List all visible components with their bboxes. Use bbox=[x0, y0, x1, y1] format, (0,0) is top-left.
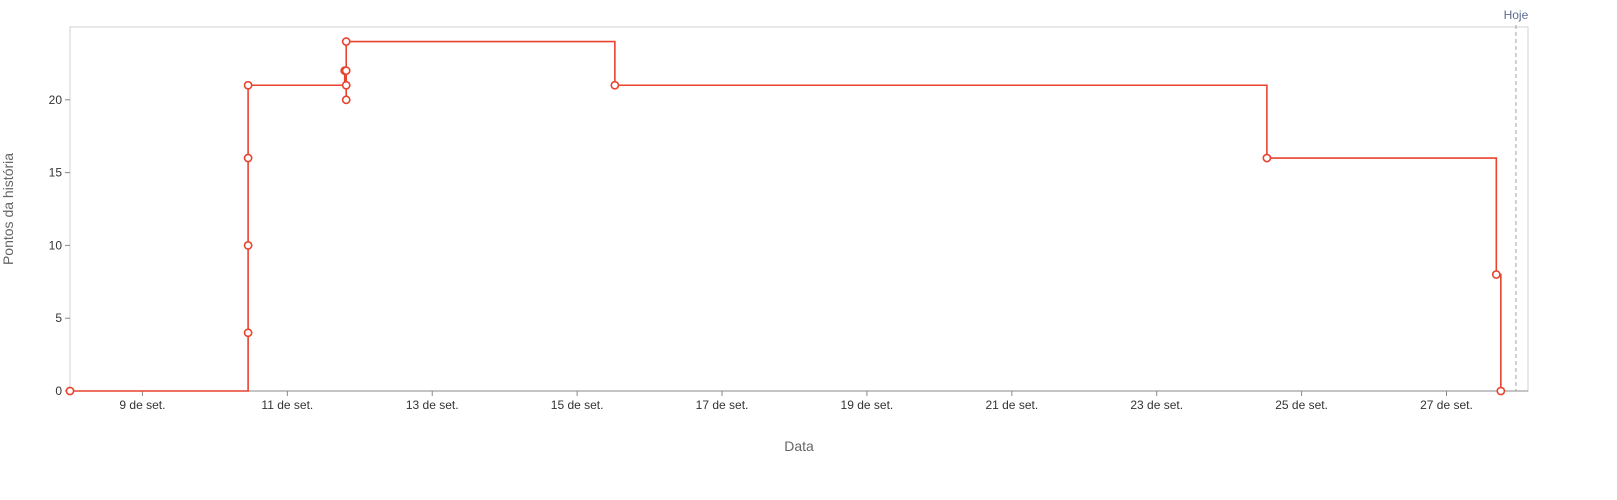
y-tick-label: 5 bbox=[55, 311, 62, 325]
y-tick-label: 15 bbox=[49, 166, 63, 180]
today-label: Hoje bbox=[1504, 8, 1529, 22]
data-point[interactable] bbox=[341, 66, 351, 76]
data-point[interactable] bbox=[341, 80, 351, 90]
data-point[interactable] bbox=[610, 80, 620, 90]
data-point[interactable] bbox=[243, 240, 253, 250]
y-axis-title: Pontos da história bbox=[0, 153, 16, 265]
data-point[interactable] bbox=[65, 386, 75, 396]
data-point[interactable] bbox=[1496, 386, 1506, 396]
data-point[interactable] bbox=[243, 153, 253, 163]
y-tick-label: 20 bbox=[49, 93, 63, 107]
y-tick-label: 0 bbox=[55, 384, 62, 398]
x-tick-label: 13 de set. bbox=[406, 398, 459, 412]
x-tick-label: 21 de set. bbox=[985, 398, 1038, 412]
y-axis: 0 5 10 15 20 bbox=[49, 93, 70, 398]
x-tick-label: 17 de set. bbox=[696, 398, 749, 412]
x-axis-title: Data bbox=[784, 438, 814, 454]
data-point[interactable] bbox=[243, 80, 253, 90]
data-point[interactable] bbox=[243, 328, 253, 338]
plot-area-frame bbox=[69, 26, 1529, 392]
x-tick-label: 25 de set. bbox=[1275, 398, 1328, 412]
today-marker: Hoje bbox=[1504, 8, 1529, 391]
x-tick-label: 19 de set. bbox=[841, 398, 894, 412]
data-point[interactable] bbox=[1491, 270, 1501, 279]
series-line bbox=[70, 40, 1502, 392]
x-tick-label: 23 de set. bbox=[1130, 398, 1183, 412]
x-tick-label: 11 de set. bbox=[261, 398, 313, 412]
data-point[interactable] bbox=[1262, 153, 1272, 163]
data-point[interactable] bbox=[341, 95, 351, 105]
data-point[interactable] bbox=[341, 37, 351, 46]
x-axis: 9 de set. 11 de set. 13 de set. 15 de set. 1… bbox=[119, 391, 1473, 412]
y-tick-label: 10 bbox=[49, 238, 63, 252]
x-tick-label: 15 de set. bbox=[551, 398, 604, 412]
series-group bbox=[65, 37, 1506, 396]
x-tick-label: 9 de set. bbox=[119, 398, 165, 412]
x-tick-label: 27 de set. bbox=[1420, 398, 1473, 412]
